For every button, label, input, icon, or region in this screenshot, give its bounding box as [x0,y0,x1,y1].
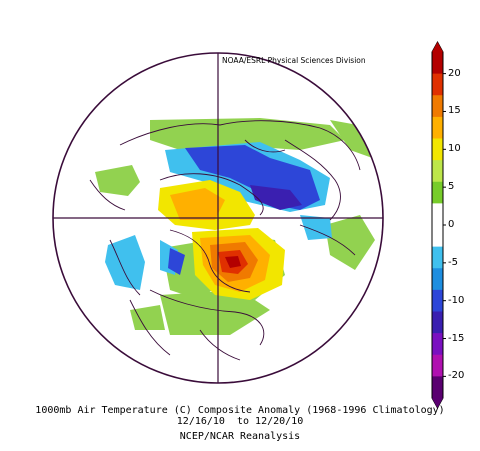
cold-anomaly-region [300,215,332,240]
colorbar-segment [432,354,443,377]
colorbar-segment [432,138,443,161]
colorbar-top-tip [432,42,443,52]
colorbar-segment [432,246,443,269]
colorbar-segment [432,160,443,183]
colorbar-tick-label: -20 [448,370,465,382]
caption-line-1: 1000mb Air Temperature (C) Composite Ano… [35,405,445,416]
colorbar-tick-label: -5 [448,256,458,268]
colorbar-tick-label: 5 [448,181,455,193]
warm-anomaly-region [325,215,375,270]
colorbar-segment [432,311,443,334]
cold-anomaly-region [250,185,302,210]
colorbar-tick-label: 15 [448,105,461,117]
warm-anomaly-region [225,256,241,268]
colorbar-segment [432,73,443,96]
colorbar-bottom-tip [432,398,443,408]
colorbar-tick-label: 0 [448,219,455,230]
graticule [53,53,383,383]
colorbar-segment [432,268,443,291]
colorbar-segment [432,52,443,75]
warm-anomaly-region [95,165,140,196]
colorbar [431,40,446,410]
caption-line-3: NCEP/NCAR Reanalysis [179,431,301,442]
caption-line-2: 12/16/10 to 12/20/10 [176,416,304,427]
colorbar-tick-label: 10 [448,143,461,155]
cold-anomaly-region [168,248,185,275]
colorbar-segment [432,116,443,139]
coastlines [89,120,361,361]
warm-anomaly-region [160,290,270,335]
cold-anomaly-region [105,235,145,290]
credit-label: NOAA/ESRL Physical Sciences Division [222,56,366,65]
warm-anomaly-region [130,305,165,330]
colorbar-segment [432,333,443,356]
colorbar-tick-label: 20 [448,67,461,79]
colorbar-segment [432,376,443,399]
map-boundary-circle [52,52,384,384]
colorbar-segment [432,289,443,312]
warm-anomaly-region [150,118,345,150]
colorbar-segment [432,95,443,118]
colorbar-segment [432,181,443,204]
colorbar-tick-label: -15 [448,332,465,344]
colorbar-segment [432,203,443,226]
anomaly-field [95,118,378,335]
colorbar-tick-label: -10 [448,294,465,306]
colorbar-segment [432,225,443,248]
warm-anomaly-region [170,188,225,220]
